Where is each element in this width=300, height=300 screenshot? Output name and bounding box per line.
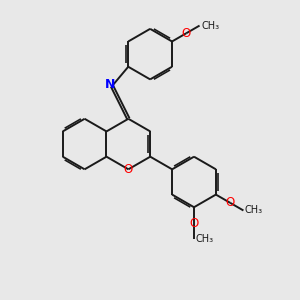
Text: CH₃: CH₃	[196, 234, 214, 244]
Text: O: O	[189, 217, 199, 230]
Text: O: O	[182, 27, 191, 40]
Text: N: N	[105, 78, 116, 91]
Text: CH₃: CH₃	[245, 206, 263, 215]
Text: CH₃: CH₃	[201, 21, 219, 31]
Text: O: O	[124, 163, 133, 176]
Text: O: O	[225, 196, 235, 209]
